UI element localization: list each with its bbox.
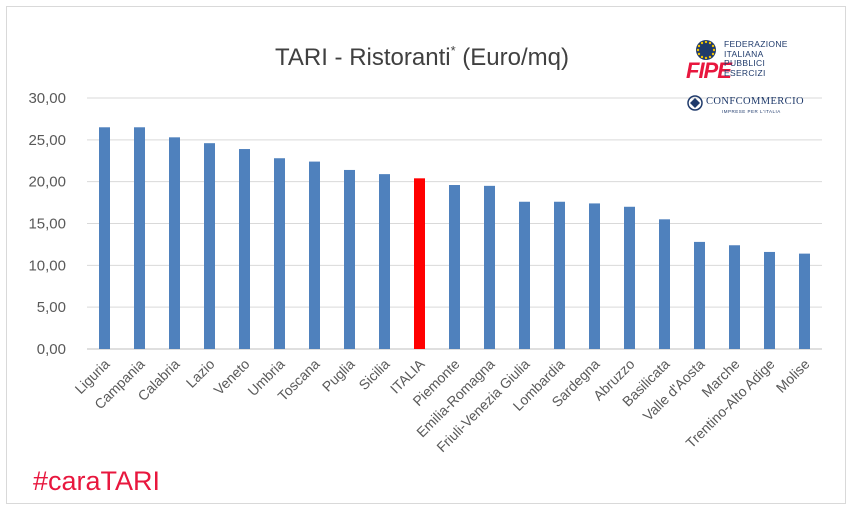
- bar-sardegna: [589, 203, 600, 349]
- fipe-confcommercio-logo: FIPE FEDERAZIONE ITALIANA PUBBLICI ESERC…: [684, 36, 824, 114]
- y-tick-label: 5,00: [37, 299, 66, 316]
- bar-molise: [799, 253, 810, 349]
- y-tick-label: 15,00: [28, 216, 66, 233]
- confcommercio-mark: CONFCOMMERCIO IMPRESE PER L'ITALIA: [684, 93, 824, 114]
- bar-trentino-alto-adige: [764, 251, 775, 349]
- bar-sicilia: [379, 174, 390, 349]
- bar-puglia: [344, 169, 355, 349]
- confcommercio-emblem-icon: [687, 95, 703, 111]
- bar-italia: [414, 178, 425, 349]
- bar-liguria: [99, 127, 110, 350]
- y-tick-label: 20,00: [28, 174, 66, 191]
- bar-toscana: [309, 161, 320, 349]
- hashtag-label: #caraTARI: [33, 466, 161, 496]
- y-tick-label: 0,00: [37, 341, 66, 358]
- confcommercio-tagline: IMPRESE PER L'ITALIA: [722, 109, 781, 114]
- y-axis-ticks: 0,00 5,00 10,00 15,00 20,00 25,00 30,00: [28, 90, 66, 358]
- fipe-wordmark: FIPE: [686, 58, 732, 83]
- bar-basilicata: [659, 219, 670, 349]
- bar-abruzzo: [624, 206, 635, 349]
- bar-marche: [729, 245, 740, 349]
- chart-frame: [6, 6, 846, 504]
- confcommercio-wordmark: CONFCOMMERCIO: [706, 96, 804, 107]
- x-tick-label: Molise: [773, 356, 813, 396]
- y-tick-label: 25,00: [28, 132, 66, 149]
- bar-campania: [134, 127, 145, 350]
- bar-lazio: [204, 143, 215, 349]
- bar-veneto: [239, 149, 250, 349]
- euro-stars-icon: [696, 40, 716, 60]
- fipe-name: FEDERAZIONE ITALIANA PUBBLICI ESERCIZI: [724, 39, 788, 78]
- x-tick-label: Puglia: [319, 356, 358, 395]
- x-tick-label: Sicilia: [355, 356, 392, 393]
- bar-friuli-venezia-giulia: [519, 201, 530, 349]
- bars: [99, 127, 810, 350]
- bar-emilia-romagna: [484, 185, 495, 349]
- bar-piemonte: [449, 185, 460, 349]
- chart-title: TARI - Ristoranti* (Euro/mq): [275, 43, 569, 71]
- bar-lombardia: [554, 201, 565, 349]
- y-tick-label: 30,00: [28, 90, 66, 107]
- bar-valle-d-aosta: [694, 241, 705, 349]
- bar-umbria: [274, 158, 285, 349]
- bar-calabria: [169, 137, 180, 349]
- x-tick-label: Veneto: [210, 356, 252, 398]
- y-tick-label: 10,00: [28, 257, 66, 274]
